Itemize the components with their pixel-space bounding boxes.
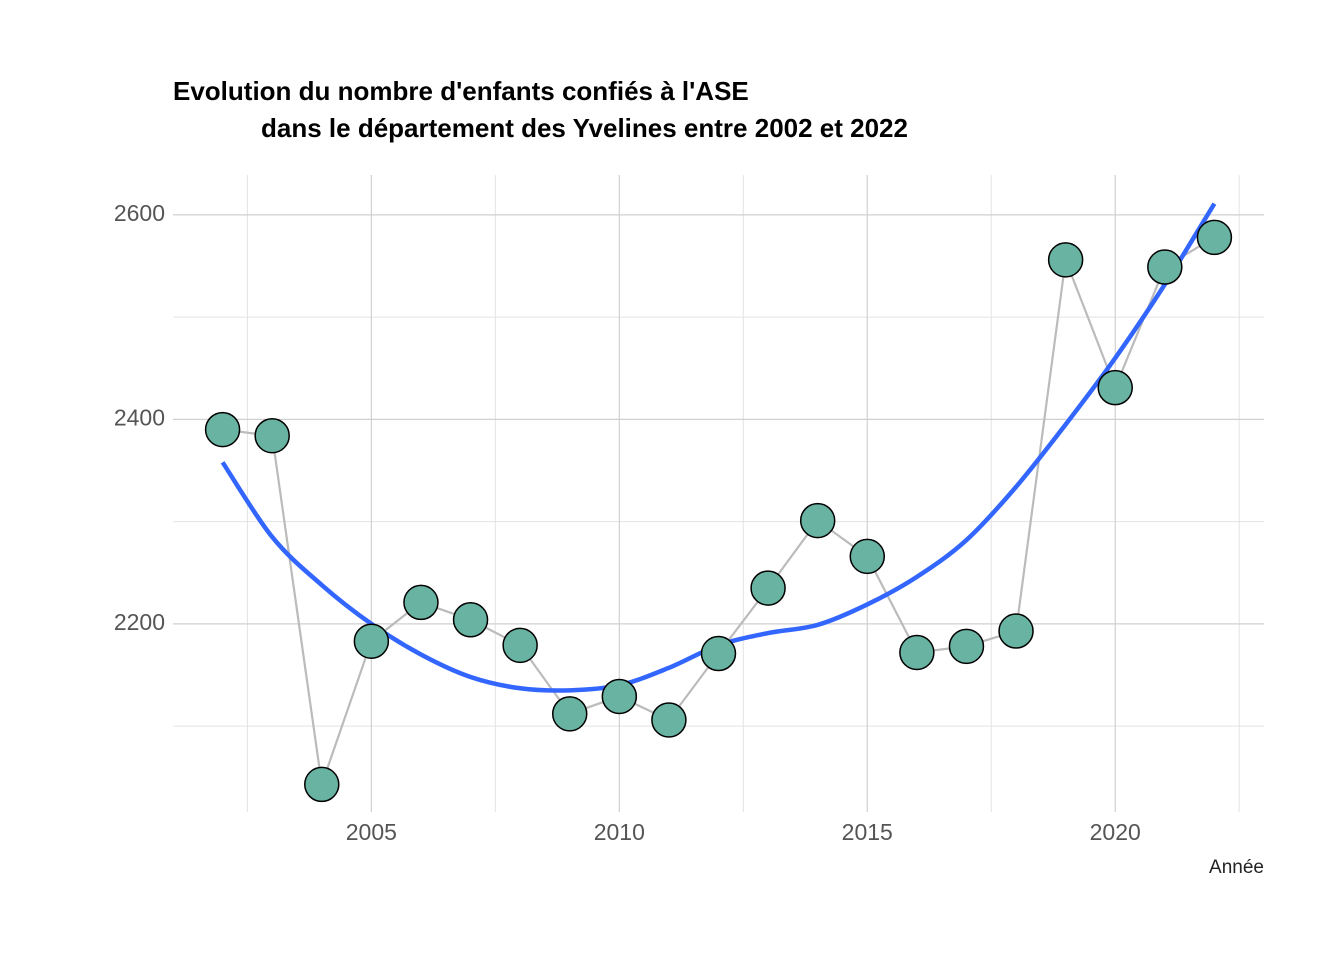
point [601,678,638,715]
y-tick-label: 2400 [114,404,165,430]
point [651,702,687,738]
x-tick-label: 2020 [1090,819,1141,845]
x-tick-label: 2015 [842,819,893,845]
chart-title: Evolution du nombre d'enfants confiés à … [173,76,749,106]
point [1097,369,1133,406]
point [998,613,1034,649]
x-axis-title: Année [1209,857,1264,878]
point [452,602,489,638]
point [849,538,886,575]
point [353,623,390,659]
point [799,502,836,539]
point [1196,219,1233,256]
x-tick-label: 2005 [346,819,397,845]
point [502,627,538,664]
point [254,417,290,454]
point [403,584,439,621]
point [304,766,340,803]
point [551,696,588,732]
chart-title: dans le département des Yvelines entre 2… [261,113,908,143]
point [1147,249,1183,285]
point [204,411,241,448]
point [750,570,786,606]
point [948,628,985,665]
y-tick-label: 2600 [114,200,165,226]
point [1047,242,1084,278]
x-tick-label: 2010 [594,819,645,845]
y-tick-label: 2200 [114,609,165,635]
point [899,634,935,671]
point [700,635,737,672]
